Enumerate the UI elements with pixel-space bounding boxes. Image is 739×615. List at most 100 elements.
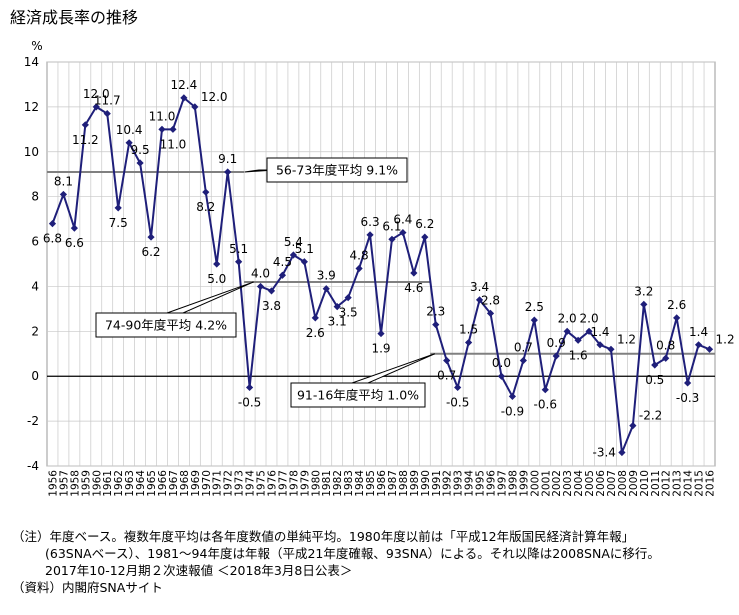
note-line-1: （注）年度ベース。複数年度平均は各年度数値の単純平均。1980年度以前は「平成1… <box>12 529 635 544</box>
data-point-marker <box>574 336 582 344</box>
x-tick-label: 1969 <box>190 470 202 497</box>
x-tick-label: 1975 <box>256 470 268 497</box>
data-label: 12.4 <box>171 78 198 92</box>
data-label: 1.2 <box>617 332 636 346</box>
data-point-marker <box>366 231 374 239</box>
data-label: 8.1 <box>54 174 73 188</box>
data-label: 11.0 <box>149 109 176 123</box>
data-labels: 6.88.16.611.212.011.77.510.49.56.211.011… <box>43 78 735 460</box>
data-point-marker <box>410 269 418 277</box>
data-point-marker <box>136 159 144 167</box>
data-point-marker <box>158 125 166 133</box>
data-point-marker <box>475 296 484 304</box>
data-point-marker <box>289 251 297 259</box>
x-tick-label: 2014 <box>683 470 695 497</box>
data-label: 11.0 <box>160 137 187 151</box>
data-point-marker <box>48 220 57 228</box>
data-label: -0.9 <box>501 404 524 418</box>
data-point-marker <box>114 204 122 212</box>
x-tick-label: 1968 <box>179 470 191 497</box>
x-tick-label: 1973 <box>234 470 246 497</box>
x-axis: 1956195719581959196019611962196319641965… <box>47 470 716 497</box>
data-label: 4.5 <box>273 255 292 269</box>
x-tick-label: 1988 <box>398 470 410 497</box>
data-label: 1.4 <box>590 325 609 339</box>
data-point-marker <box>684 379 692 387</box>
data-point-marker <box>235 258 243 266</box>
data-label: 0.5 <box>645 373 664 387</box>
data-point-marker <box>563 327 571 335</box>
data-label: 3.2 <box>634 284 653 298</box>
data-label: 1.5 <box>459 323 478 337</box>
data-label: 3.4 <box>470 280 489 294</box>
data-point-marker <box>618 448 626 457</box>
callout-box <box>95 312 237 338</box>
data-label: 10.4 <box>116 123 143 137</box>
data-point-marker <box>169 125 177 133</box>
x-tick-label: 1971 <box>212 470 224 497</box>
data-point-marker <box>519 356 527 365</box>
data-label: 3.9 <box>317 269 336 283</box>
data-label: 1.9 <box>371 342 390 356</box>
x-tick-label: 1970 <box>201 470 213 497</box>
x-tick-label: 1989 <box>409 470 421 497</box>
data-label: 0.7 <box>514 341 533 355</box>
x-tick-label: 1990 <box>420 470 432 497</box>
data-point-marker <box>147 233 155 241</box>
data-label: 1.4 <box>689 325 708 339</box>
data-label: 3.8 <box>262 299 281 313</box>
data-label: -3.4 <box>592 446 615 460</box>
data-point-marker <box>92 103 100 111</box>
data-point-marker <box>607 345 615 353</box>
data-label: 0.9 <box>547 336 566 350</box>
x-tick-label: 2013 <box>672 470 684 497</box>
y-tick-label: -4 <box>27 459 39 473</box>
data-label: 2.6 <box>667 298 686 312</box>
data-label: 5.0 <box>207 272 226 286</box>
data-label: 3.1 <box>328 315 347 329</box>
data-label: 9.5 <box>131 143 150 157</box>
x-tick-label: 1981 <box>321 470 333 497</box>
data-label: 2.5 <box>525 300 544 314</box>
data-label: 11.2 <box>72 133 99 147</box>
data-label: -0.6 <box>534 398 557 412</box>
x-tick-label: 2016 <box>705 470 717 497</box>
x-tick-label: 1998 <box>507 470 519 497</box>
data-label: 2.8 <box>481 293 500 307</box>
y-tick-label: 6 <box>31 235 39 249</box>
x-tick-label: 1997 <box>496 470 508 497</box>
x-tick-label: 1994 <box>464 470 476 497</box>
x-tick-label: 2015 <box>694 470 706 497</box>
data-label: 4.8 <box>350 248 369 262</box>
y-tick-label: 12 <box>24 100 39 114</box>
y-tick-label: 8 <box>31 190 39 204</box>
data-label: 8.2 <box>196 200 215 214</box>
data-label: 1.2 <box>716 332 735 346</box>
grid-lines <box>46 61 716 467</box>
y-tick-label: 0 <box>31 369 39 383</box>
data-point-marker <box>530 316 538 324</box>
data-point-marker <box>344 294 352 302</box>
data-point-marker <box>202 188 210 196</box>
y-tick-label: 2 <box>31 324 39 338</box>
data-point-marker <box>486 309 495 317</box>
data-point-marker <box>311 314 319 322</box>
x-tick-label: 1999 <box>518 470 530 497</box>
x-tick-label: 1961 <box>102 470 114 497</box>
data-point-marker <box>465 338 473 347</box>
data-label: 11.7 <box>94 94 121 108</box>
data-point-marker <box>278 271 287 279</box>
x-tick-label: 1960 <box>91 470 103 497</box>
data-label: 0.7 <box>437 369 456 383</box>
x-tick-label: 2002 <box>551 470 563 497</box>
x-tick-label: 1965 <box>146 470 158 497</box>
callout-label: 56-73年度平均 9.1% <box>276 163 398 178</box>
data-point-marker <box>377 329 385 338</box>
x-tick-label: 1982 <box>332 470 344 497</box>
data-point-marker <box>70 224 78 232</box>
x-tick-label: 1980 <box>310 470 322 497</box>
data-point-marker <box>443 356 451 365</box>
x-tick-label: 2007 <box>606 470 618 497</box>
notes-block: （注）年度ベース。複数年度平均は各年度数値の単純平均。1980年度以前は「平成1… <box>12 528 660 596</box>
data-label: 6.3 <box>361 215 380 229</box>
